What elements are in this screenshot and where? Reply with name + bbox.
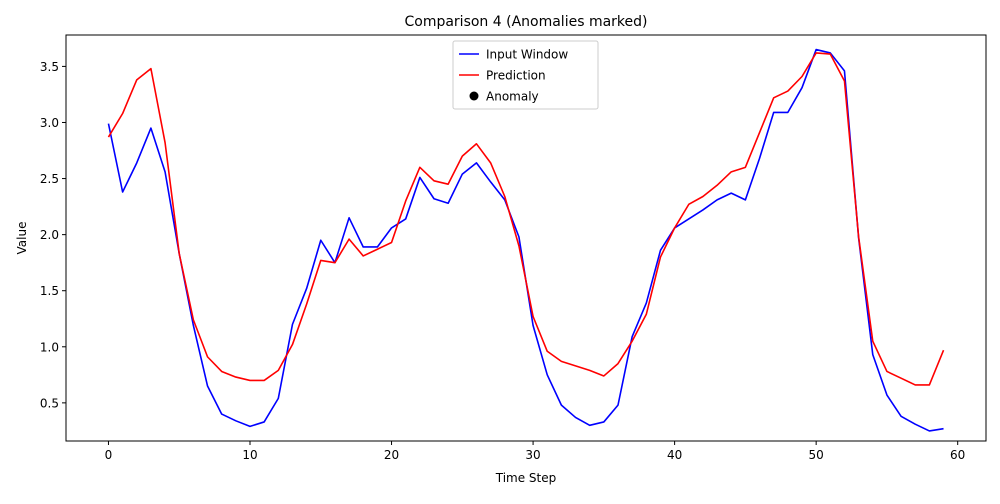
y-tick-label: 2.5 — [40, 172, 59, 186]
legend-label-input-window: Input Window — [486, 48, 568, 62]
x-tick-label: 40 — [667, 448, 682, 462]
y-tick-label: 2.0 — [40, 228, 59, 242]
legend: Input Window Prediction Anomaly — [453, 41, 598, 109]
legend-swatch-anomaly — [470, 92, 479, 101]
y-tick-label: 1.0 — [40, 340, 59, 354]
y-tick-label: 3.0 — [40, 116, 59, 130]
x-tick-label: 10 — [242, 448, 257, 462]
x-tick-label: 30 — [525, 448, 540, 462]
y-tick-label: 1.5 — [40, 284, 59, 298]
x-tick-label: 50 — [809, 448, 824, 462]
legend-label-anomaly: Anomaly — [486, 90, 539, 104]
chart-title: Comparison 4 (Anomalies marked) — [404, 14, 647, 30]
x-axis-label: Time Step — [495, 471, 557, 485]
y-axis-label: Value — [15, 222, 29, 255]
legend-label-prediction: Prediction — [486, 69, 546, 83]
x-tick-label: 60 — [950, 448, 965, 462]
y-tick-label: 0.5 — [40, 396, 59, 410]
x-tick-label: 0 — [105, 448, 113, 462]
x-tick-label: 20 — [384, 448, 399, 462]
y-tick-label: 3.5 — [40, 60, 59, 74]
